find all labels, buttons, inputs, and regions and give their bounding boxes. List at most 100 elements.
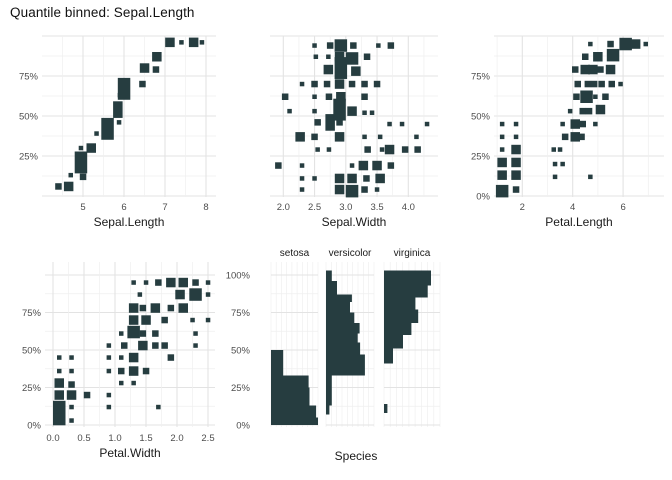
data-point-square [590, 80, 598, 88]
data-point-square [334, 39, 348, 52]
histogram-bar [326, 333, 358, 343]
x-axis-title-species: Species [334, 449, 378, 463]
data-point-square [593, 52, 603, 62]
data-point-square [401, 146, 409, 153]
y-tick-label: 25% [19, 152, 39, 163]
data-point-square [605, 64, 616, 75]
data-point-square [579, 120, 586, 128]
data-point-square [375, 173, 385, 184]
data-point-square [350, 42, 357, 49]
y-tick-label: 75% [22, 308, 42, 319]
data-point-square [106, 355, 112, 360]
data-point-square [150, 303, 161, 313]
data-point-square [345, 52, 359, 65]
histogram-bar [384, 323, 412, 335]
y-tick-label: 25% [471, 152, 491, 163]
data-point-square [69, 404, 74, 410]
data-point-square [156, 404, 161, 410]
histogram-bar [271, 417, 318, 425]
data-point-square [358, 160, 369, 171]
histogram-bar [384, 309, 419, 323]
histogram-bar [384, 297, 416, 310]
data-point-square [69, 355, 74, 360]
data-point-square [312, 94, 317, 99]
data-point-square [552, 174, 558, 180]
data-point-square [205, 280, 211, 285]
y-tick-label: 50% [231, 346, 251, 357]
data-point-square [572, 66, 579, 73]
data-point-square [560, 161, 565, 167]
data-point-square [131, 380, 136, 386]
data-point-square [119, 331, 124, 336]
data-point-square [68, 172, 73, 178]
data-point-square [584, 80, 592, 88]
data-point-square [299, 187, 305, 192]
data-point-square [336, 119, 343, 126]
data-point-square [128, 352, 139, 363]
data-point-square [128, 315, 139, 325]
x-axis-title-petal-width: Petal.Width [99, 446, 161, 460]
y-tick-label: 75% [231, 308, 251, 319]
data-point-square [139, 63, 150, 73]
data-point-square [205, 292, 211, 297]
data-point-square [497, 157, 507, 168]
data-point-square [557, 147, 563, 152]
histogram-bar [271, 375, 309, 388]
data-point-square [139, 80, 146, 88]
data-point-square [552, 161, 558, 167]
data-point-square [63, 181, 74, 192]
data-point-square [311, 133, 318, 141]
data-point-square [334, 79, 345, 89]
data-point-square [86, 143, 96, 153]
histogram-bar [271, 387, 310, 406]
data-point-square [312, 43, 317, 48]
data-point-square [573, 93, 580, 100]
data-point-square [54, 390, 64, 400]
x-tick-label: 4.0 [402, 202, 415, 213]
data-point-square [299, 163, 305, 168]
data-point-square [399, 121, 405, 127]
data-point-square [118, 367, 125, 375]
data-point-square [117, 77, 131, 100]
histogram-bar [326, 323, 360, 334]
data-point-square [499, 134, 505, 140]
x-tick-label: 2.0 [170, 433, 183, 444]
data-point-square [127, 325, 140, 339]
data-point-square [511, 157, 521, 168]
data-point-square [334, 173, 345, 184]
data-point-square [511, 144, 521, 155]
data-point-square [336, 92, 346, 102]
data-point-square [166, 277, 176, 288]
data-point-square [275, 162, 282, 169]
data-point-square [143, 280, 149, 285]
data-point-square [53, 400, 66, 414]
data-point-square [137, 292, 143, 297]
data-point-square [152, 66, 160, 73]
x-tick-label: 6 [620, 202, 625, 213]
data-point-square [588, 41, 593, 47]
data-point-square [362, 134, 367, 140]
y-tick-label: 50% [19, 112, 39, 123]
data-point-square [373, 80, 381, 88]
data-point-square [295, 132, 305, 142]
data-point-square [167, 354, 175, 361]
data-point-square [567, 108, 573, 114]
x-tick-label: 0.0 [46, 433, 59, 444]
data-point-square [312, 176, 317, 181]
data-point-square [165, 37, 175, 48]
data-point-square [161, 316, 168, 324]
data-point-square [570, 119, 580, 129]
data-point-square [606, 48, 620, 62]
data-point-square [74, 151, 88, 174]
data-point-square [190, 317, 195, 323]
facet-strip-label: versicolor [329, 248, 372, 259]
data-point-square [326, 147, 332, 152]
histogram-bar [326, 281, 337, 295]
data-point-square [57, 355, 62, 360]
data-point-square [414, 146, 421, 153]
data-point-square [377, 134, 383, 140]
data-point-square [178, 303, 188, 313]
data-point-square [593, 121, 598, 127]
data-point-square [193, 343, 198, 348]
x-tick-label: 4 [570, 202, 575, 213]
